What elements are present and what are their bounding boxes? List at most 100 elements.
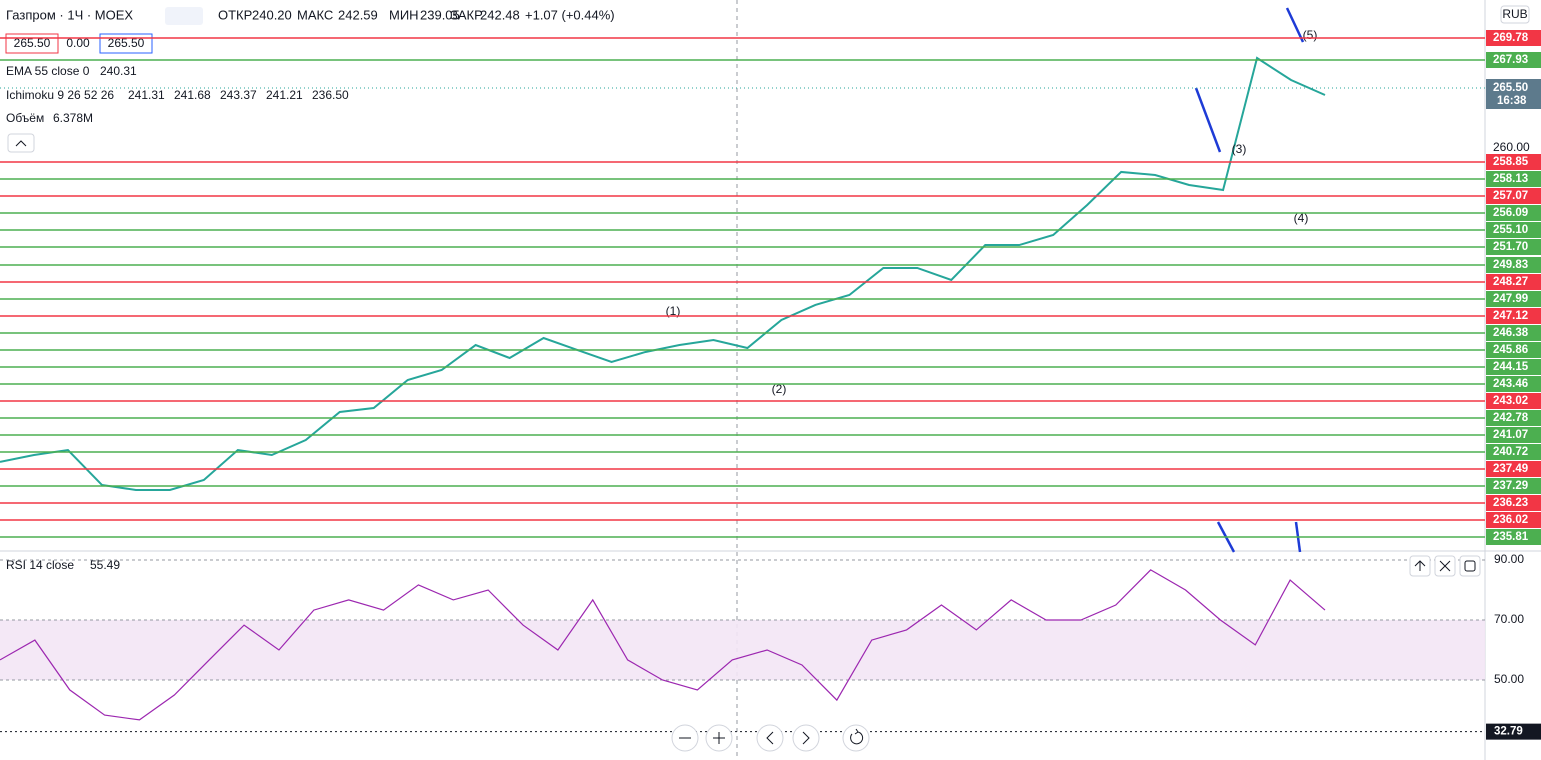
currency-badge[interactable]: [1500, 5, 1530, 24]
level-label: 243.46: [1493, 378, 1528, 390]
level-label: 235.81: [1493, 531, 1529, 543]
current-price-bg: [1486, 79, 1541, 109]
level-label: 269.78: [1493, 32, 1529, 44]
level-label-bg: [1486, 308, 1541, 324]
level-label-bg: [1486, 444, 1541, 460]
level-label: 236.23: [1493, 497, 1528, 509]
level-label: 249.83: [1493, 259, 1528, 271]
low-label: МИН: [389, 7, 419, 22]
symbol: Газпром · 1Ч · MOEX: [6, 7, 133, 22]
level-label-bg: [1486, 222, 1541, 238]
icon: [802, 731, 810, 745]
icon: [766, 731, 774, 745]
level-label-bg: [1486, 325, 1541, 341]
open-label: ОТКР: [218, 7, 252, 22]
level-label: 240.72: [1493, 446, 1528, 458]
wave-label: (1): [666, 304, 681, 318]
level-label: 258.13: [1493, 173, 1528, 185]
rsi-tick-label: 70.00: [1494, 612, 1524, 626]
level-label: 237.29: [1493, 480, 1528, 492]
scroll-left-button[interactable]: [756, 724, 784, 752]
level-label-bg: [1486, 154, 1541, 170]
rsi-tick-label: 90.00: [1494, 552, 1524, 566]
navigation: [671, 724, 870, 752]
close-label: ЗАКР: [450, 7, 483, 22]
rsi-line: [0, 569, 1326, 721]
level-label-bg: [1486, 239, 1541, 255]
open-value: 240.20: [252, 7, 292, 22]
rsi-current: 32.79: [1494, 726, 1523, 738]
level-label-bg: [1486, 512, 1541, 528]
level-label-bg: [1486, 410, 1541, 426]
volume-value: 6.378M: [53, 111, 93, 125]
level-label: 255.10: [1493, 224, 1528, 236]
wave-label: (2): [772, 382, 787, 396]
level-label-bg: [1486, 30, 1541, 46]
icon: [850, 728, 864, 745]
level-label: 236.02: [1493, 514, 1528, 526]
collapse-icon: [15, 140, 27, 147]
high-value: 242.59: [338, 7, 378, 22]
icon: [1439, 560, 1451, 572]
level-label: 242.78: [1493, 412, 1529, 424]
level-label: 267.93: [1493, 54, 1528, 66]
level-label-bg: [1486, 495, 1541, 511]
close-value: 242.48: [480, 7, 520, 22]
reset-button[interactable]: [842, 724, 870, 752]
level-label: 245.86: [1493, 344, 1528, 356]
annotation-arrow: [1285, 7, 1305, 43]
level-label-bg: [1486, 427, 1541, 443]
level-label-bg: [1486, 359, 1541, 375]
level-label-bg: [1486, 291, 1541, 307]
collapse-button[interactable]: [7, 133, 35, 153]
level-label-bg: [1486, 52, 1541, 68]
icon: [1414, 560, 1426, 571]
level-label: 244.15: [1493, 361, 1529, 373]
level-label-bg: [1486, 461, 1541, 477]
level-label: 251.70: [1493, 241, 1528, 253]
ema-name: EMA 55 close 0: [6, 64, 90, 78]
icon: [1464, 560, 1476, 572]
buy-price[interactable]: 265.50: [108, 36, 145, 50]
level-label: 241.07: [1493, 429, 1528, 441]
level-label: 247.99: [1493, 293, 1528, 305]
scroll-right-button[interactable]: [792, 724, 820, 752]
plot: (1) (2) (3) (4) (5): [0, 7, 1485, 733]
ichimoku-value: 241.31: [128, 88, 165, 102]
ichimoku-value: 241.21: [266, 88, 303, 102]
level-label-bg: [1486, 257, 1541, 273]
rsi-tick-label: 50.00: [1494, 672, 1524, 686]
level-label: 247.12: [1493, 310, 1528, 322]
level-label: 237.49: [1493, 463, 1528, 475]
wave-label: (5): [1303, 28, 1318, 42]
rsi-value: 55.49: [90, 558, 120, 572]
ichimoku-name: Ichimoku 9 26 52 26: [6, 88, 114, 102]
spread: 0.00: [66, 36, 90, 50]
level-label-bg: [1486, 478, 1541, 494]
level-label-bg: [1486, 274, 1541, 290]
level-label: 246.38: [1493, 327, 1529, 339]
maximize-button[interactable]: [1459, 555, 1481, 577]
price-line: [0, 56, 1326, 491]
level-label: 258.85: [1493, 156, 1529, 168]
level-label: 256.09: [1493, 207, 1528, 219]
sell-price[interactable]: 265.50: [14, 36, 51, 50]
level-label-bg: [1486, 188, 1541, 204]
change: +1.07 (+0.44%): [525, 7, 615, 22]
pane-controls: [1409, 555, 1481, 577]
countdown: 16:38: [1497, 95, 1527, 107]
level-label-bg: [1486, 171, 1541, 187]
level-label-bg: [1486, 376, 1541, 392]
ema-value: 240.31: [100, 64, 137, 78]
wave-label: (4): [1294, 211, 1309, 225]
rsi-band: [0, 620, 1485, 680]
level-label: 243.02: [1493, 395, 1528, 407]
currency[interactable]: RUB: [1502, 7, 1527, 21]
level-label: 248.27: [1493, 276, 1528, 288]
level-label-bg: [1486, 393, 1541, 409]
ichimoku-value: 236.50: [312, 88, 349, 102]
level-label-bg: [1486, 342, 1541, 358]
icon: [713, 732, 725, 744]
